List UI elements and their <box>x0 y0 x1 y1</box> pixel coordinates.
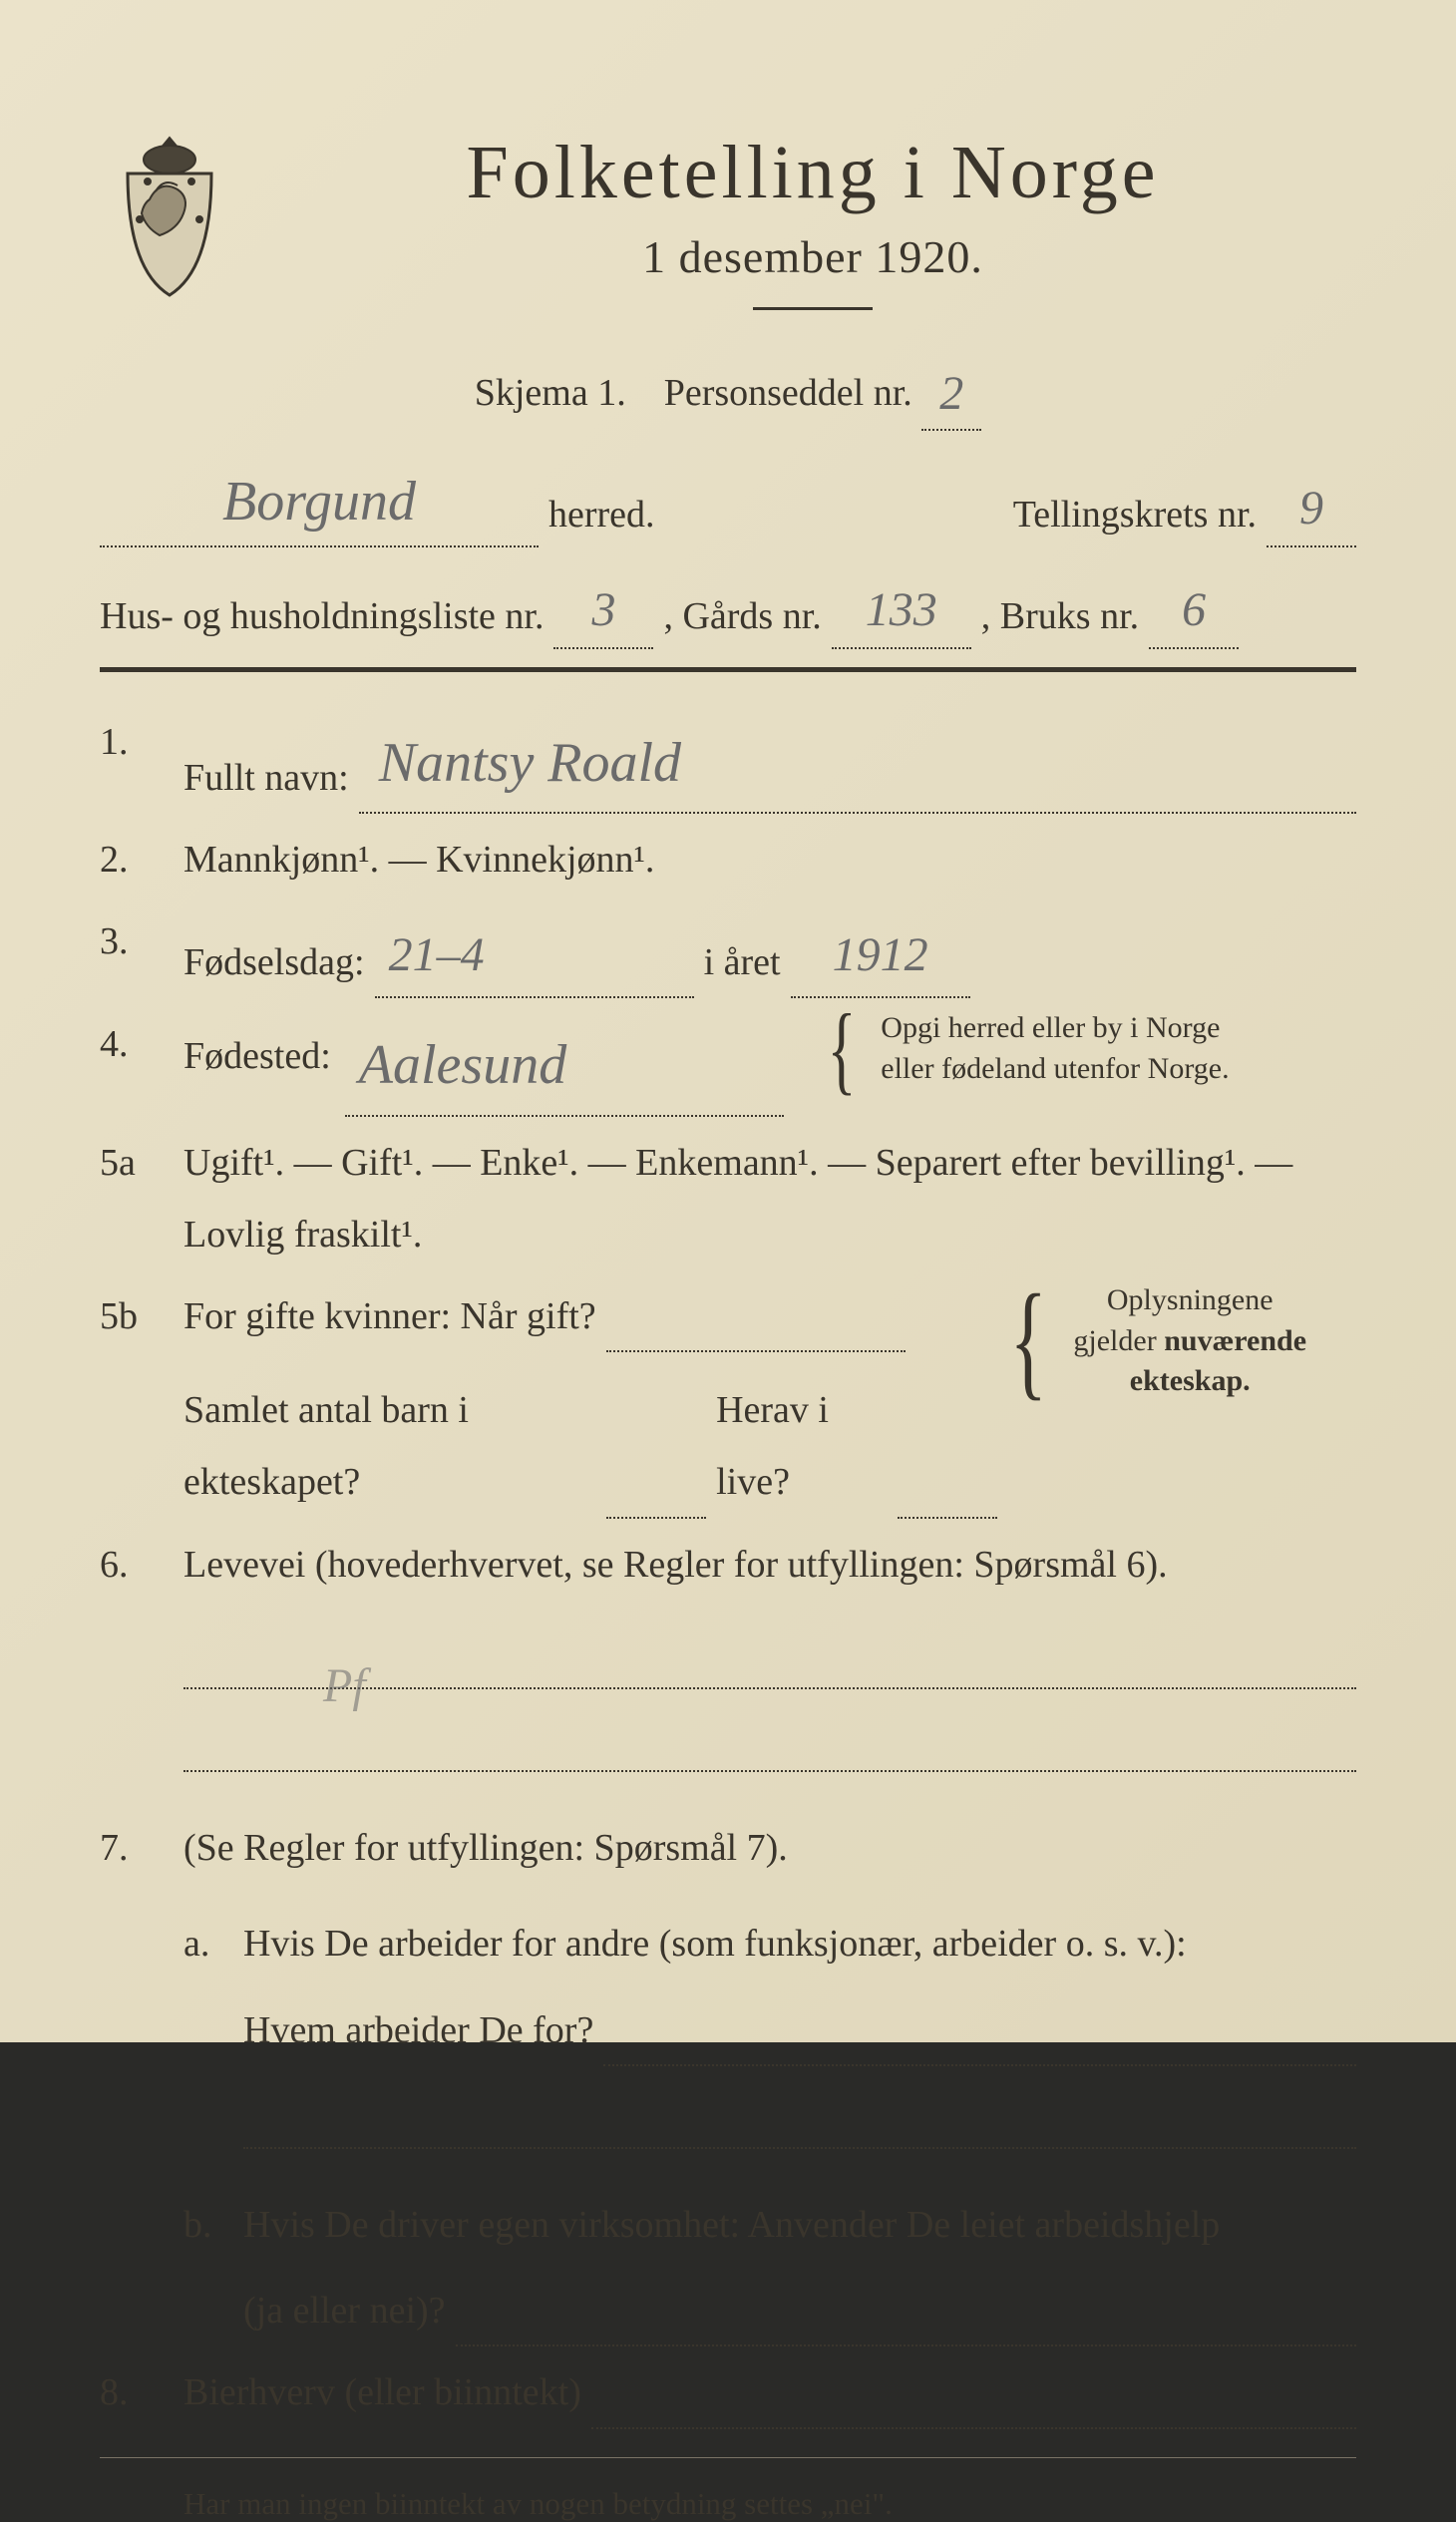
q5b-blank2 <box>606 1517 706 1519</box>
q2-text: Mannkjønn¹. — Kvinnekjønn¹. <box>183 824 1356 896</box>
q2: 2. Mannkjønn¹. — Kvinnekjønn¹. <box>100 824 1356 896</box>
q4-body: Fødested: Aalesund { Opgi herred eller b… <box>183 1008 1356 1116</box>
bruks-label: , Bruks nr. <box>981 584 1139 649</box>
q7a-line2: Hvem arbeider De for? <box>243 1994 593 2066</box>
q3-mid: i året <box>704 926 781 998</box>
q3-body: Fødselsdag: 21–4 i året 1912 <box>183 905 1356 998</box>
q7-num: 7. <box>100 1812 156 2346</box>
q4-num: 4. <box>100 1008 156 1116</box>
title-block: Folketelling i Norge 1 desember 1920. <box>269 120 1356 344</box>
q5b-line1a: For gifte kvinner: Når gift? <box>183 1280 596 1352</box>
q5a: 5a Ugift¹. — Gift¹. — Enke¹. — Enkemann¹… <box>100 1127 1356 1270</box>
meta-line-3: Hus- og husholdningsliste nr. 3 , Gårds … <box>100 565 1356 649</box>
census-form-page: Folketelling i Norge 1 desember 1920. Sk… <box>0 0 1456 2042</box>
header: Folketelling i Norge 1 desember 1920. <box>100 120 1356 344</box>
q5a-num: 5a <box>100 1127 156 1270</box>
q5b: 5b { Oplysningene gjelder nuværende ekte… <box>100 1280 1356 1519</box>
q7-head: (Se Regler for utfyllingen: Spørsmål 7). <box>183 1827 788 1869</box>
brace-icon: { <box>827 1014 856 1084</box>
q6-value: Pf <box>183 1640 366 1731</box>
q7a-line1: Hvis De arbeider for andre (som funksjon… <box>243 1923 1187 1965</box>
q7a: a. Hvis De arbeider for andre (som funks… <box>183 1908 1356 2179</box>
hushold-label: Hus- og husholdningsliste nr. <box>100 584 544 649</box>
q6: 6. Levevei (hovederhvervet, se Regler fo… <box>100 1529 1356 1803</box>
q7b-line2: (ja eller nei)? <box>243 2275 446 2346</box>
main-title: Folketelling i Norge <box>269 130 1356 216</box>
q5b-note1: Oplysningene <box>1107 1283 1274 1316</box>
hushold-nr: 3 <box>553 565 653 649</box>
q7b-line1: Hvis De driver egen virksomhet: Anvender… <box>243 2204 1220 2246</box>
q6-text: Levevei (hovederhvervet, se Regler for u… <box>183 1544 1168 1586</box>
q4-note: { Opgi herred eller by i Norge eller fød… <box>798 1008 1356 1089</box>
q2-num: 2. <box>100 824 156 896</box>
thin-rule <box>100 2457 1356 2458</box>
q6-body: Levevei (hovederhvervet, se Regler for u… <box>183 1529 1356 1803</box>
q5b-num: 5b <box>100 1280 156 1519</box>
q4-note1: Opgi herred eller by i Norge <box>881 1011 1220 1044</box>
q8: 8. Bierhverv (eller biinntekt) <box>100 2356 1356 2428</box>
q5b-body: { Oplysningene gjelder nuværende ekteska… <box>183 1280 1356 1519</box>
tellingskrets-label: Tellingskrets nr. <box>1013 483 1257 547</box>
q8-body: Bierhverv (eller biinntekt) <box>183 2356 1356 2428</box>
q5a-line2: Lovlig fraskilt¹. <box>183 1214 422 1256</box>
q1-body: Fullt navn: Nantsy Roald <box>183 706 1356 814</box>
subtitle: 1 desember 1920. <box>269 230 1356 283</box>
coat-of-arms-icon <box>100 130 239 299</box>
q3-label: Fødselsdag: <box>183 926 365 998</box>
q7a-label: a. <box>183 1908 219 2179</box>
q3-val2: 1912 <box>791 905 970 998</box>
q1: 1. Fullt navn: Nantsy Roald <box>100 706 1356 814</box>
q5b-line2a: Samlet antal barn i ekteskapet? <box>183 1374 596 1518</box>
q5a-text: Ugift¹. — Gift¹. — Enke¹. — Enkemann¹. —… <box>183 1142 1292 1184</box>
gards-label: , Gårds nr. <box>663 584 821 649</box>
gards-nr: 133 <box>832 565 971 649</box>
q1-label: Fullt navn: <box>183 742 349 814</box>
q7b-label: b. <box>183 2189 219 2346</box>
q5b-blank3 <box>898 1517 997 1519</box>
q4-value: Aalesund <box>345 1008 784 1116</box>
q5b-note2: gjelder nuværende <box>1073 1324 1306 1357</box>
q7b: b. Hvis De driver egen virksomhet: Anven… <box>183 2189 1356 2346</box>
q6-num: 6. <box>100 1529 156 1803</box>
thick-rule <box>100 667 1356 672</box>
q7b-blank <box>456 2344 1356 2346</box>
q6-line1: Pf <box>183 1636 1356 1689</box>
q4: 4. Fødested: Aalesund { Opgi herred elle… <box>100 1008 1356 1116</box>
title-rule <box>753 307 873 310</box>
q5b-blank1 <box>606 1350 906 1352</box>
personseddel-nr: 2 <box>921 352 981 431</box>
q4-note2: eller fødeland utenfor Norge. <box>881 1052 1229 1085</box>
q7-body: (Se Regler for utfyllingen: Spørsmål 7).… <box>183 1812 1356 2346</box>
q5a-body: Ugift¹. — Gift¹. — Enke¹. — Enkemann¹. —… <box>183 1127 1356 1270</box>
skjema-label: Skjema 1. <box>475 372 626 414</box>
herred-label: herred. <box>548 483 655 547</box>
meta-line-1: Skjema 1. Personseddel nr. 2 <box>100 352 1356 431</box>
q4-label: Fødested: <box>183 1008 331 1092</box>
q8-blank <box>591 2427 1356 2429</box>
q3-num: 3. <box>100 905 156 998</box>
q7a-blank <box>603 2064 1356 2066</box>
meta-line-2: Borgund herred. Tellingskrets nr. 9 <box>100 451 1356 547</box>
q3-val1: 21–4 <box>375 905 694 998</box>
q3: 3. Fødselsdag: 21–4 i året 1912 <box>100 905 1356 998</box>
q5b-note3: ekteskap. <box>1130 1364 1251 1397</box>
q8-label: Bierhverv (eller biinntekt) <box>183 2356 581 2428</box>
q1-value: Nantsy Roald <box>359 706 1356 814</box>
q5b-line2b: Herav i live? <box>716 1374 888 1518</box>
q8-num: 8. <box>100 2356 156 2428</box>
footnote: Har man ingen biinntekt av nogen betydni… <box>100 2486 1356 2522</box>
brace-icon: { <box>1009 1295 1046 1386</box>
q1-num: 1. <box>100 706 156 814</box>
q7a-blank2 <box>243 2096 1356 2149</box>
personseddel-label: Personseddel nr. <box>664 372 912 414</box>
q5b-note: { Oplysningene gjelder nuværende ekteska… <box>997 1280 1356 1402</box>
herred-value: Borgund <box>100 451 539 547</box>
bruks-nr: 6 <box>1149 565 1239 649</box>
tellingskrets-nr: 9 <box>1267 464 1356 547</box>
q7: 7. (Se Regler for utfyllingen: Spørsmål … <box>100 1812 1356 2346</box>
